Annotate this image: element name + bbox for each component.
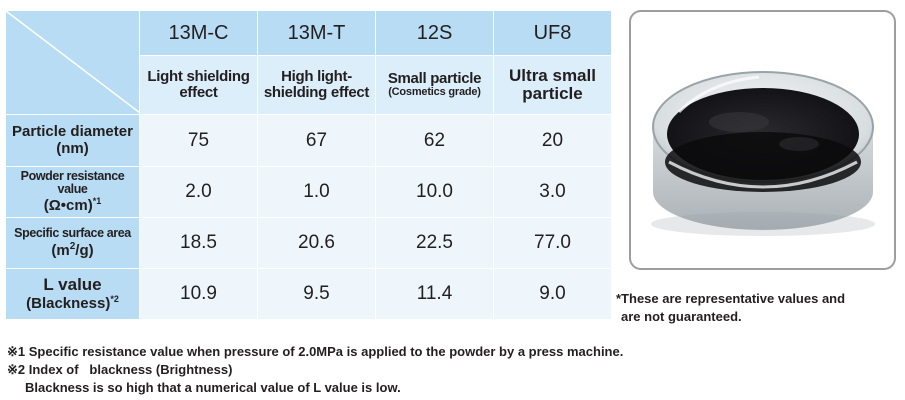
feature-cell: Light shielding effect	[139, 55, 258, 115]
value-cell: 10.9	[139, 268, 258, 320]
row-header: Particle diameter (nm)	[5, 114, 140, 167]
value-cell: 20.6	[257, 217, 376, 269]
spec-table: 13M-C 13M-T 12S UF8 Light shielding effe…	[5, 10, 612, 320]
value-cell: 9.5	[257, 268, 376, 320]
row-unit: (m	[51, 241, 70, 259]
footnote-ref: *1	[92, 196, 102, 206]
feature-line: (Cosmetics grade)	[388, 86, 481, 99]
feature-cell: Small particle (Cosmetics grade)	[375, 55, 494, 115]
value-cell: 77.0	[493, 217, 612, 269]
row-label: Particle diameter	[12, 123, 133, 140]
feature-line: Small particle	[387, 70, 482, 88]
row-unit: (Ω•cm)	[43, 197, 93, 214]
footnote-1: ※1 Specific resistance value when pressu…	[7, 344, 624, 359]
disclaimer-line: are not guaranteed.	[621, 309, 742, 324]
value-cell: 11.4	[375, 268, 494, 320]
column-header: 13M-T	[257, 10, 376, 56]
value-cell: 20	[493, 114, 612, 167]
feature-line: shielding effect	[263, 84, 370, 101]
petri-dish-image	[651, 71, 875, 236]
footnote-ref: *2	[110, 293, 119, 304]
feature-cell: Ultra small particle	[493, 55, 612, 115]
feature-line: High light-	[281, 68, 352, 86]
value-cell: 2.0	[139, 166, 258, 218]
table-row: Specific surface area (m2/g) 18.5 20.6 2…	[5, 217, 612, 269]
feature-line: particle	[522, 84, 583, 103]
value-cell: 1.0	[257, 166, 376, 218]
row-unit: (Blackness)	[26, 294, 111, 312]
row-header: Powder resistance value (Ω•cm)*1	[5, 166, 140, 218]
table-row: L value (Blackness)*2 10.9 9.5 11.4 9.0	[5, 268, 612, 320]
table-row: Particle diameter (nm) 75 67 62 20	[5, 114, 612, 167]
row-unit: (nm)	[56, 139, 89, 157]
column-header: 13M-C	[139, 10, 258, 56]
feature-line: effect	[179, 84, 218, 101]
table-row: Powder resistance value (Ω•cm)*1 2.0 1.0…	[5, 166, 612, 218]
feature-line: Light shielding	[147, 68, 250, 86]
corner-cell	[5, 10, 140, 115]
footnote-3: Blackness is so high that a numerical va…	[25, 380, 401, 395]
row-unit: /g)	[75, 241, 94, 259]
disclaimer-line: *These are representative values and	[616, 291, 846, 306]
value-cell: 3.0	[493, 166, 612, 218]
value-cell: 62	[375, 114, 494, 167]
feature-line: Ultra small	[509, 66, 596, 86]
footnote-2: ※2 Index of blackness (Brightness)	[7, 362, 233, 377]
unit-superscript: 2	[69, 240, 76, 252]
product-photo	[629, 10, 896, 270]
value-cell: 10.0	[375, 166, 494, 218]
feature-row: Light shielding effect High light- shiel…	[6, 55, 612, 115]
value-cell: 9.0	[493, 268, 612, 320]
row-header: Specific surface area (m2/g)	[5, 217, 140, 269]
row-label: Powder resistance value	[20, 168, 125, 197]
row-header: L value (Blackness)*2	[5, 268, 140, 320]
row-label: L value	[43, 274, 102, 294]
column-header: 12S	[375, 10, 494, 56]
disclaimer-note: *These are representative values and are…	[616, 290, 845, 326]
column-header: UF8	[493, 10, 612, 56]
header-row: 13M-C 13M-T 12S UF8	[5, 10, 612, 115]
value-cell: 67	[257, 114, 376, 167]
value-cell: 18.5	[139, 217, 258, 269]
value-cell: 75	[139, 114, 258, 167]
feature-cell: High light- shielding effect	[257, 55, 376, 115]
row-label: Specific surface area	[14, 225, 131, 240]
diagonal-line	[6, 11, 140, 113]
value-cell: 22.5	[375, 217, 494, 269]
